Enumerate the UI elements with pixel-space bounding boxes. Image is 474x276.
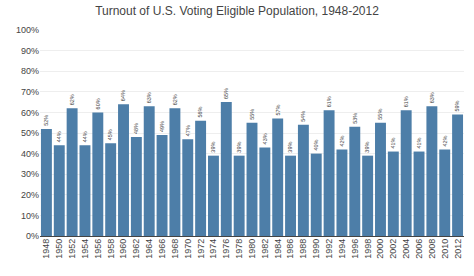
svg-text:1988: 1988 bbox=[298, 239, 308, 259]
svg-text:65%: 65% bbox=[223, 88, 229, 99]
svg-text:40%: 40% bbox=[313, 140, 319, 151]
svg-text:1976: 1976 bbox=[221, 239, 231, 259]
svg-text:44%: 44% bbox=[82, 131, 88, 142]
svg-text:61%: 61% bbox=[403, 96, 409, 107]
svg-text:64%: 64% bbox=[120, 90, 126, 101]
svg-text:49%: 49% bbox=[159, 121, 165, 132]
svg-text:47%: 47% bbox=[185, 125, 191, 136]
svg-text:2000: 2000 bbox=[375, 239, 385, 259]
svg-text:63%: 63% bbox=[146, 92, 152, 103]
svg-text:1994: 1994 bbox=[337, 239, 347, 259]
svg-text:1992: 1992 bbox=[324, 239, 334, 259]
svg-text:1978: 1978 bbox=[234, 239, 244, 259]
svg-text:54%: 54% bbox=[300, 111, 306, 122]
svg-text:1962: 1962 bbox=[131, 239, 141, 259]
svg-text:100%: 100% bbox=[16, 25, 39, 35]
svg-text:60%: 60% bbox=[95, 98, 101, 109]
svg-text:61%: 61% bbox=[326, 96, 332, 107]
svg-text:39%: 39% bbox=[236, 142, 242, 153]
svg-text:90%: 90% bbox=[21, 46, 39, 56]
svg-text:1980: 1980 bbox=[247, 239, 257, 259]
svg-text:1952: 1952 bbox=[67, 239, 77, 259]
svg-text:53%: 53% bbox=[352, 113, 358, 124]
svg-text:39%: 39% bbox=[210, 142, 216, 153]
svg-text:50%: 50% bbox=[21, 128, 39, 138]
svg-text:1966: 1966 bbox=[157, 239, 167, 259]
svg-text:1990: 1990 bbox=[311, 239, 321, 259]
svg-text:20%: 20% bbox=[21, 190, 39, 200]
svg-text:55%: 55% bbox=[377, 109, 383, 120]
svg-text:57%: 57% bbox=[275, 105, 281, 116]
svg-text:39%: 39% bbox=[287, 142, 293, 153]
svg-text:1950: 1950 bbox=[54, 239, 64, 259]
svg-text:48%: 48% bbox=[133, 123, 139, 134]
svg-text:63%: 63% bbox=[429, 92, 435, 103]
svg-text:59%: 59% bbox=[454, 100, 460, 111]
svg-text:62%: 62% bbox=[69, 94, 75, 105]
svg-text:2012: 2012 bbox=[453, 239, 463, 259]
svg-text:1954: 1954 bbox=[80, 239, 90, 259]
svg-text:1968: 1968 bbox=[170, 239, 180, 259]
svg-text:0%: 0% bbox=[26, 231, 39, 241]
svg-text:1956: 1956 bbox=[93, 239, 103, 259]
svg-text:1960: 1960 bbox=[118, 239, 128, 259]
svg-text:60%: 60% bbox=[21, 108, 39, 118]
svg-text:39%: 39% bbox=[364, 142, 370, 153]
svg-text:30%: 30% bbox=[21, 169, 39, 179]
svg-text:2006: 2006 bbox=[414, 239, 424, 259]
svg-text:1970: 1970 bbox=[183, 239, 193, 259]
svg-text:52%: 52% bbox=[43, 115, 49, 126]
svg-text:55%: 55% bbox=[249, 109, 255, 120]
svg-text:1958: 1958 bbox=[106, 239, 116, 259]
svg-text:43%: 43% bbox=[262, 133, 268, 144]
svg-text:1998: 1998 bbox=[363, 239, 373, 259]
svg-text:62%: 62% bbox=[172, 94, 178, 105]
svg-text:1974: 1974 bbox=[208, 239, 218, 259]
svg-text:10%: 10% bbox=[21, 211, 39, 221]
svg-text:44%: 44% bbox=[56, 131, 62, 142]
svg-text:1972: 1972 bbox=[196, 239, 206, 259]
svg-text:45%: 45% bbox=[107, 129, 113, 140]
svg-text:40%: 40% bbox=[21, 149, 39, 159]
svg-text:42%: 42% bbox=[339, 135, 345, 146]
svg-text:70%: 70% bbox=[21, 87, 39, 97]
svg-text:2002: 2002 bbox=[388, 239, 398, 259]
svg-text:2004: 2004 bbox=[401, 239, 411, 259]
svg-text:2010: 2010 bbox=[440, 239, 450, 259]
svg-text:1986: 1986 bbox=[285, 239, 295, 259]
svg-text:42%: 42% bbox=[442, 135, 448, 146]
svg-text:80%: 80% bbox=[21, 66, 39, 76]
svg-text:Turnout of U.S. Voting Eligibl: Turnout of U.S. Voting Eligible Populati… bbox=[95, 4, 379, 18]
svg-text:1948: 1948 bbox=[41, 239, 51, 259]
svg-text:56%: 56% bbox=[197, 107, 203, 118]
svg-text:1996: 1996 bbox=[350, 239, 360, 259]
svg-text:41%: 41% bbox=[416, 137, 422, 148]
svg-text:1982: 1982 bbox=[260, 239, 270, 259]
svg-text:41%: 41% bbox=[390, 137, 396, 148]
svg-text:1984: 1984 bbox=[273, 239, 283, 259]
svg-text:2008: 2008 bbox=[427, 239, 437, 259]
svg-text:1964: 1964 bbox=[144, 239, 154, 259]
